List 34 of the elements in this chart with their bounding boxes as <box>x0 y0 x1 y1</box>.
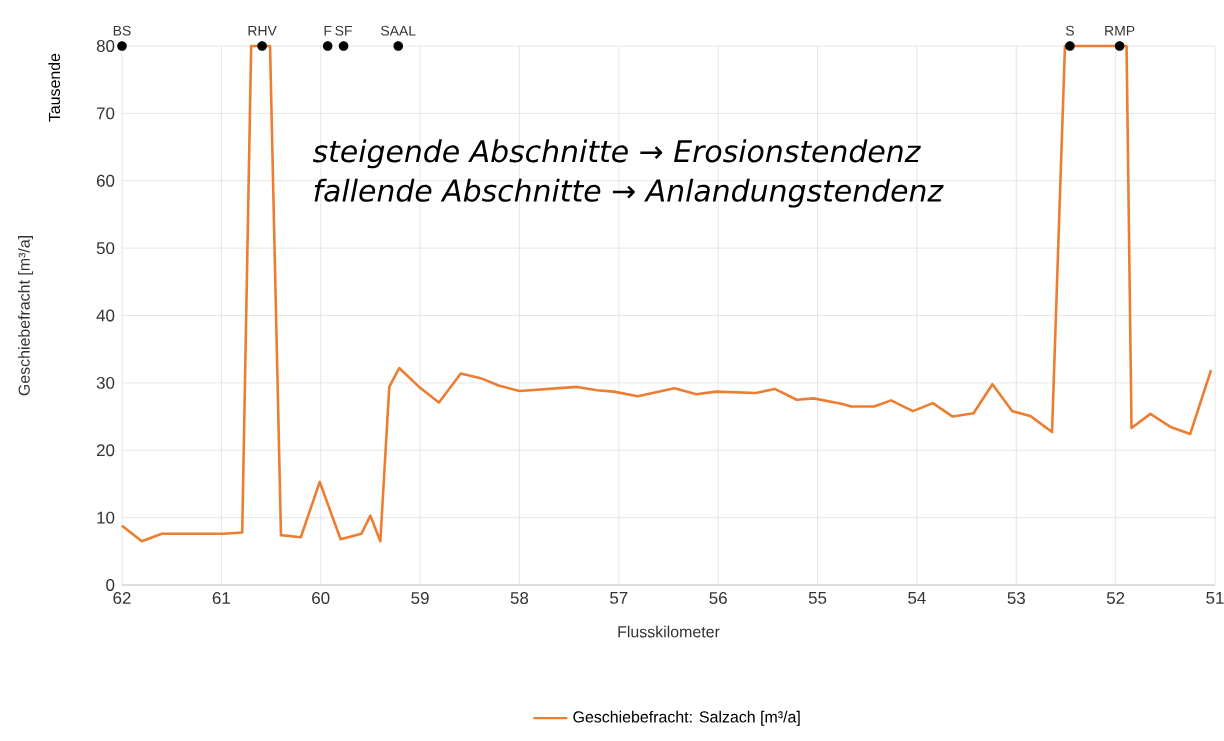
x-tick-label: 58 <box>510 592 529 605</box>
y-tick-label: 40 <box>96 309 115 322</box>
legend-label: Geschiebefracht: Salzach [m³/a] <box>573 710 800 726</box>
x-tick-label: 60 <box>312 592 330 605</box>
text: Tausende <box>48 53 61 122</box>
annotation: SF <box>335 25 352 36</box>
y-tick-label: 10 <box>97 511 115 524</box>
x-tick-label: 51 <box>1206 592 1224 604</box>
annotation: BS <box>113 25 131 36</box>
y-tick-label: 30 <box>96 376 115 389</box>
y-tick-label: 0 <box>106 579 115 591</box>
y-tick-label: 60 <box>96 174 115 187</box>
y-tick-label: 70 <box>96 107 115 120</box>
annotation: steigende Abschnitte → Erosionstendenz <box>312 139 921 169</box>
x-tick-label: 52 <box>1106 592 1125 605</box>
annotation: S <box>1065 25 1074 36</box>
annotation: RHV <box>248 26 277 36</box>
x-tick-label: 61 <box>212 592 230 605</box>
x-tick-label: 62 <box>113 592 131 605</box>
x-tick-label: 53 <box>1007 592 1025 605</box>
x-tick-label: 59 <box>411 592 429 605</box>
x-tick-label: 57 <box>610 592 628 604</box>
y-tick-label: 80 <box>96 40 115 52</box>
x-tick-label: 56 <box>709 592 727 605</box>
y-axis-title: Geschiebefracht [m³/a] <box>18 236 33 396</box>
annotation: RMP <box>1105 26 1135 36</box>
x-tick-label: 54 <box>908 592 926 604</box>
y-tick-label: 20 <box>96 444 115 457</box>
annotation: fallende Abschnitte → Anlandungstendenz <box>314 178 944 208</box>
y-tick-label: 50 <box>96 242 115 255</box>
annotation: F <box>324 26 332 36</box>
annotation: SAAL <box>381 25 416 36</box>
x-tick-label: 55 <box>808 592 827 604</box>
x-axis-title: Flusskilometer <box>618 625 720 638</box>
